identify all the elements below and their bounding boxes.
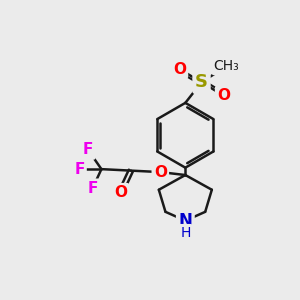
Text: O: O [217, 88, 230, 103]
Text: H: H [180, 226, 190, 240]
Text: F: F [74, 162, 85, 177]
Text: O: O [154, 165, 167, 180]
Text: F: F [83, 142, 93, 158]
Text: F: F [87, 181, 98, 196]
Text: CH₃: CH₃ [214, 59, 239, 73]
Text: S: S [195, 73, 208, 91]
Text: N: N [178, 212, 192, 230]
Text: O: O [114, 185, 127, 200]
Text: O: O [173, 61, 186, 76]
